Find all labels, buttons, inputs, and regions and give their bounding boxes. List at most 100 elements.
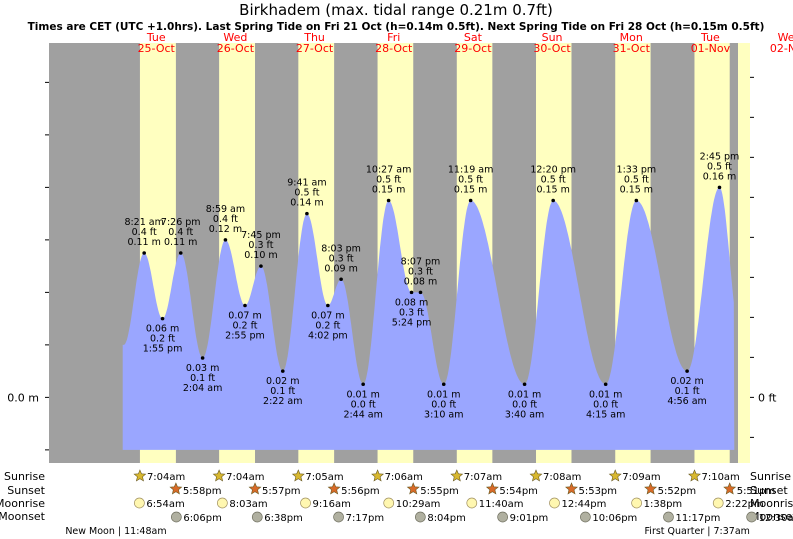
low-tide-label: 0.0 ft <box>351 399 376 410</box>
high-tide-label: 0.10 m <box>244 250 277 261</box>
high-tide-label: 11:19 am <box>448 165 493 176</box>
low-tide-label: 0.03 m <box>186 363 219 374</box>
moonrise-time: 1:38pm <box>644 499 683 510</box>
tide-point <box>160 316 165 321</box>
sunrise-icon <box>371 469 385 482</box>
day-labels: Tue25-OctWed26-OctThu27-OctFri28-OctSat2… <box>138 31 793 55</box>
low-tide-label: 0.1 ft <box>675 386 700 397</box>
moonset-time: 12:30am <box>759 513 793 524</box>
low-tide-label: 3:40 am <box>505 409 544 420</box>
tide-point <box>603 382 608 387</box>
day-of-week-label: Sun <box>542 31 563 44</box>
low-tide-label: 0.02 m <box>266 376 299 387</box>
tide-area <box>122 187 735 450</box>
moonrise-icon <box>134 497 145 509</box>
high-tide-label: 0.12 m <box>209 224 242 235</box>
low-tide-label: 0.01 m <box>508 389 541 400</box>
row-label-moonrise-left: Moonrise <box>0 497 45 510</box>
low-tide-label: 0.01 m <box>346 389 379 400</box>
low-tide-label: 2:44 am <box>343 409 382 420</box>
moonrise-time: 10:29am <box>396 499 441 510</box>
day-of-week-label: Thu <box>303 31 325 44</box>
tide-point <box>280 369 285 373</box>
moonset-icon <box>414 511 426 523</box>
low-tide-label: 3:10 am <box>424 409 463 420</box>
date-label: 25-Oct <box>138 42 176 55</box>
row-label-sunset-left: Sunset <box>7 484 45 497</box>
high-tide-label: 0.5 ft <box>707 161 732 172</box>
date-label: 02-Nov <box>770 42 793 55</box>
tide-point <box>259 264 263 268</box>
high-tide-label: 0.3 ft <box>408 266 433 277</box>
high-tide-label: 8:21 am <box>124 217 163 228</box>
moonrise-time: 11:40am <box>479 499 524 510</box>
low-tide-label: 0.2 ft <box>315 321 340 332</box>
moonset-icon <box>170 511 182 523</box>
row-label-moonset-left: Moonset <box>0 510 46 523</box>
sunrise-icon <box>133 469 147 482</box>
tide-point <box>200 356 205 360</box>
daylight-band <box>738 43 750 463</box>
date-label: 29-Oct <box>454 42 492 55</box>
high-tide-label: 0.11 m <box>127 237 160 248</box>
day-of-week-label: Mon <box>620 31 643 44</box>
moonrise-time: 12:44pm <box>561 499 606 510</box>
high-tide-label: 0.5 ft <box>541 175 566 186</box>
low-tide-label: 0.07 m <box>311 311 344 322</box>
tide-point <box>468 198 473 203</box>
low-tide-label: 0.0 ft <box>593 399 618 410</box>
high-tide-label: 8:59 am <box>206 204 245 215</box>
moonset-time: 7:17pm <box>346 513 385 524</box>
high-tide-label: 0.5 ft <box>458 175 483 186</box>
low-tide-label: 0.01 m <box>427 389 460 400</box>
high-tide-label: 0.15 m <box>536 185 569 196</box>
low-tide-label: 0.06 m <box>146 324 179 335</box>
tide-point <box>243 303 247 308</box>
header: Birkhadem (max. tidal range 0.21m 0.7ft)… <box>28 1 765 33</box>
high-tide-label: 0.15 m <box>454 185 487 196</box>
high-tide-label: 0.4 ft <box>132 227 157 238</box>
sunset-icon <box>485 482 499 495</box>
date-label: 01-Nov <box>691 42 731 55</box>
sunset-icon <box>169 482 183 495</box>
low-tide-label: 0.3 ft <box>399 307 424 318</box>
moonset-time: 11:17pm <box>675 513 720 524</box>
sunrise-time: 7:04am <box>147 472 185 483</box>
low-tide-label: 0.2 ft <box>150 334 175 345</box>
high-tide-label: 0.11 m <box>164 237 197 248</box>
sunrise-time: 7:06am <box>385 472 423 483</box>
y-axis-right-label: 0 ft <box>758 391 777 404</box>
sunset-time: 5:58pm <box>183 486 222 497</box>
moonset-icon <box>663 511 674 523</box>
tide-point <box>409 290 414 295</box>
day-of-week-label: Wed <box>778 31 793 44</box>
low-tide-label: 4:56 am <box>667 396 706 407</box>
day-of-week-label: Tue <box>700 31 720 44</box>
sunrise-icon <box>688 469 701 482</box>
date-label: 26-Oct <box>217 42 255 55</box>
low-tide-label: 5:24 pm <box>392 317 432 328</box>
high-tide-label: 7:26 pm <box>161 217 201 228</box>
tide-point <box>441 382 446 387</box>
high-tide-label: 0.4 ft <box>168 227 193 238</box>
sunset-time: 5:56pm <box>341 486 380 497</box>
moonset-icon <box>251 511 263 523</box>
tide-labels: 8:21 am0.4 ft0.11 m0.06 m0.2 ft1:55 pm7:… <box>124 151 739 420</box>
sunrise-icon <box>450 469 464 482</box>
moonrise-time: 6:54am <box>146 499 184 510</box>
high-tide-label: 0.3 ft <box>329 253 354 264</box>
moonrise-icon <box>631 497 642 509</box>
sunrise-time: 7:09am <box>622 472 660 483</box>
moonset-time: 9:01pm <box>510 513 549 524</box>
sunrise-time: 7:10am <box>701 472 739 483</box>
chart-subtitle: Times are CET (UTC +1.0hrs). Last Spring… <box>28 21 765 33</box>
high-tide-label: 8:03 pm <box>321 243 361 254</box>
moonrise-icon <box>217 497 228 509</box>
moonset-time: 6:38pm <box>264 513 303 524</box>
moon-phase-label: New Moon | 11:48am <box>65 526 166 537</box>
moonset-time: 10:06pm <box>592 513 637 524</box>
tide-point <box>305 211 309 216</box>
date-label: 28-Oct <box>375 42 413 55</box>
row-label-moonset-right: Moonset <box>750 510 793 523</box>
high-tide-label: 10:27 am <box>366 165 411 176</box>
